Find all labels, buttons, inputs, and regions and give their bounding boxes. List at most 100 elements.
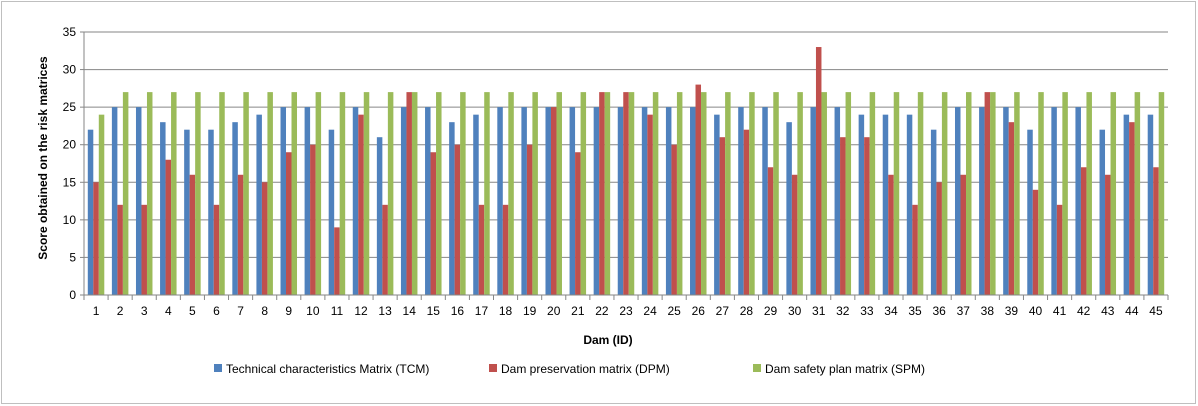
x-tick-label: 10	[306, 304, 320, 318]
x-tick-label: 6	[213, 304, 220, 318]
y-tick-label: 30	[63, 63, 77, 77]
bar	[208, 129, 214, 295]
x-tick-label: 7	[237, 304, 244, 318]
x-tick-label: 39	[1005, 304, 1019, 318]
bar	[243, 92, 249, 295]
bar	[1080, 167, 1087, 295]
bar	[604, 92, 611, 295]
bar	[810, 107, 816, 296]
x-tick-label: 13	[378, 304, 392, 318]
x-tick-label: 28	[740, 304, 754, 318]
bar	[912, 204, 918, 295]
y-tick-labels: 0 5 10 15 20 25 30 35	[63, 25, 77, 302]
bar	[641, 107, 648, 296]
bar	[352, 107, 359, 296]
x-tick-label: 40	[1029, 304, 1043, 318]
x-tick-label: 9	[285, 304, 292, 318]
bar	[111, 107, 118, 296]
bar	[358, 114, 364, 296]
bar	[1062, 92, 1068, 295]
bar	[941, 92, 948, 295]
bar	[575, 152, 581, 295]
bar	[1014, 92, 1020, 295]
bar	[286, 152, 292, 295]
bar	[122, 92, 129, 295]
bar	[767, 167, 774, 295]
x-tick-label: 4	[165, 304, 172, 318]
bar	[334, 227, 340, 295]
bar	[917, 92, 924, 295]
legend: Technical characteristics Matrix (TCM) Da…	[214, 362, 925, 376]
y-tick-label: 25	[63, 100, 77, 114]
bar	[990, 92, 996, 295]
x-tick-label: 33	[860, 304, 874, 318]
x-tick-label: 15	[427, 304, 441, 318]
x-tick-label: 44	[1125, 304, 1139, 318]
x-axis-title: Dam (ID)	[583, 333, 632, 347]
x-tick-label: 37	[957, 304, 971, 318]
bar	[508, 92, 514, 295]
bar	[1051, 107, 1057, 296]
bar	[425, 107, 431, 296]
x-tick-label: 21	[571, 304, 585, 318]
legend-swatch	[489, 364, 497, 372]
bar	[556, 92, 562, 295]
bar	[189, 174, 196, 295]
legend-label: Dam safety plan matrix (SPM)	[765, 362, 925, 376]
x-tick-label: 31	[812, 304, 826, 318]
y-axis-title: Score obtained on the risk matrices	[36, 56, 50, 260]
x-tick-label: 12	[354, 304, 368, 318]
x-tick-label: 27	[716, 304, 730, 318]
bar	[328, 129, 335, 295]
bar	[954, 107, 961, 296]
bar	[532, 92, 538, 295]
bar	[979, 107, 985, 296]
x-tick-label: 35	[908, 304, 922, 318]
bar	[550, 107, 557, 296]
bar	[1123, 114, 1130, 296]
bar	[454, 144, 461, 295]
legend-label: Technical characteristics Matrix (TCM)	[226, 362, 429, 376]
x-tick-label: 22	[595, 304, 609, 318]
bar	[858, 114, 865, 296]
y-tick-label: 5	[69, 250, 76, 264]
bar	[719, 137, 726, 295]
bar	[256, 114, 262, 296]
bar	[473, 114, 479, 296]
x-tick-label: 18	[499, 304, 513, 318]
x-tick-label: 24	[643, 304, 657, 318]
bar	[315, 92, 322, 295]
bar	[502, 204, 509, 295]
bar	[237, 174, 244, 295]
x-tick-label: 23	[619, 304, 633, 318]
x-tick-label: 41	[1053, 304, 1067, 318]
x-tick-label: 16	[451, 304, 465, 318]
bar	[671, 144, 677, 295]
bar	[165, 159, 172, 295]
bar	[623, 92, 629, 295]
bar	[184, 129, 190, 295]
bar	[580, 92, 587, 295]
bar	[213, 204, 220, 295]
bar	[87, 129, 94, 295]
bar	[569, 107, 576, 296]
bar	[406, 92, 412, 295]
bar	[195, 92, 201, 295]
x-tick-label: 34	[884, 304, 898, 318]
bar	[1008, 122, 1015, 296]
bar	[936, 182, 942, 295]
bar	[93, 182, 99, 295]
x-tick-label: 8	[261, 304, 268, 318]
bar	[834, 107, 841, 296]
bar	[1032, 189, 1039, 295]
x-tick-label: 20	[547, 304, 561, 318]
bar	[436, 92, 442, 295]
bar	[1027, 129, 1033, 295]
bar	[484, 92, 490, 295]
x-tick-label: 1	[93, 304, 100, 318]
bar	[1158, 92, 1165, 295]
x-tick-label: 26	[692, 304, 706, 318]
bar	[882, 114, 889, 296]
